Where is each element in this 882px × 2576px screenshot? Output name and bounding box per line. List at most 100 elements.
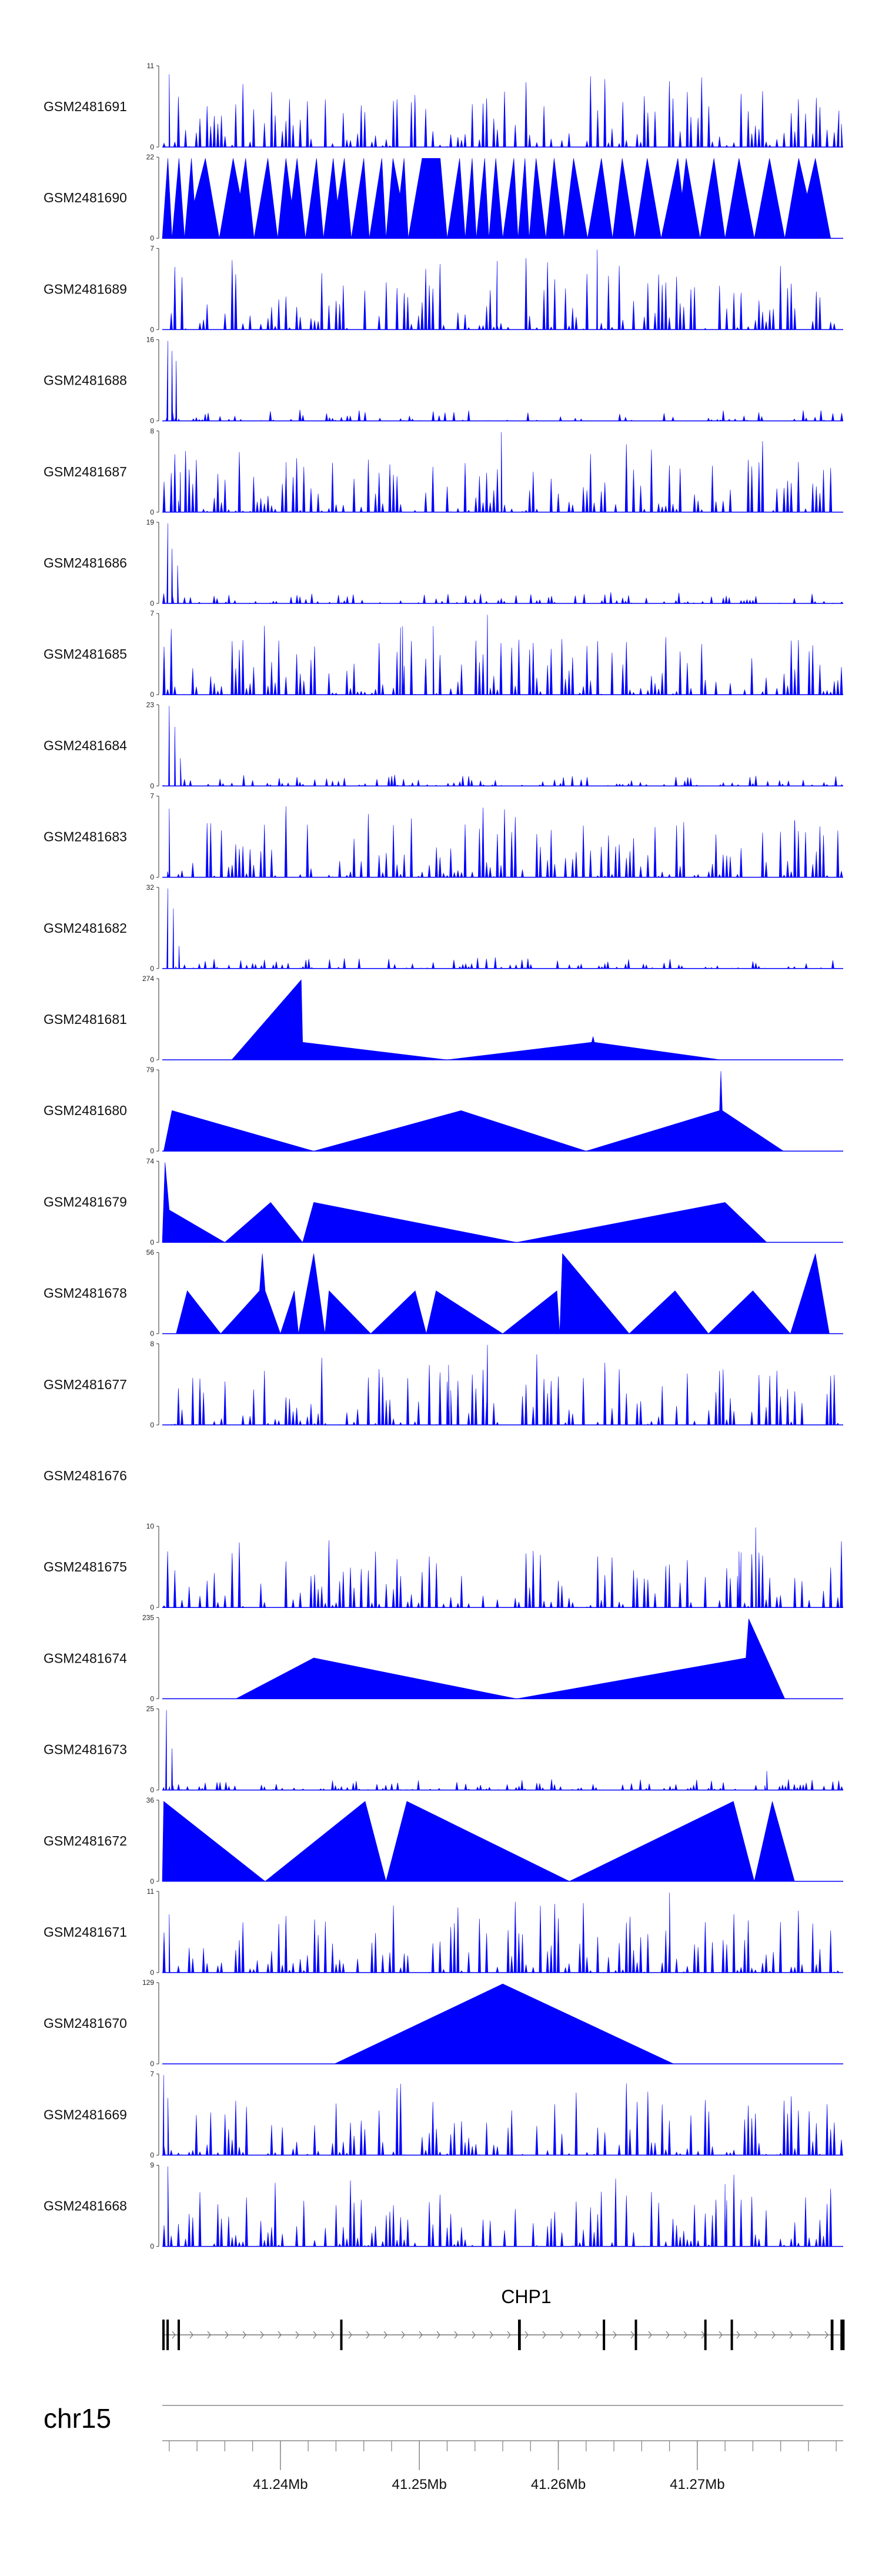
track-label: GSM2481674 [44,1650,127,1666]
strand-arrow [824,2331,828,2339]
gene-exon [162,2320,165,2350]
track-GSM2481675: GSM2481675 10 0 [44,1522,843,1611]
y-axis-zero-label: 0 [150,1238,154,1246]
track-GSM2481689: GSM2481689 7 0 [44,244,843,333]
track-GSM2481678: GSM2481678 56 0 [44,1249,843,1338]
coverage-area [162,2166,843,2247]
track-label: GSM2481691 [44,99,127,114]
coverage-area [162,806,843,877]
track-label: GSM2481676 [44,1468,127,1483]
strand-arrow [454,2331,458,2339]
strand-arrow [754,2331,758,2339]
chromosome-label: chr15 [44,2403,111,2434]
track-GSM2481677: GSM2481677 8 0 [44,1340,843,1429]
strand-arrow [666,2331,670,2339]
gene-name-label: CHP1 [501,2286,551,2307]
gene-exon [340,2320,343,2350]
track-label: GSM2481678 [44,1286,127,1301]
gene-exon [840,2320,845,2350]
strand-arrow [489,2331,493,2339]
track-GSM2481676: GSM2481676 [44,1468,127,1483]
y-axis-zero-label: 0 [150,1968,154,1977]
y-axis-zero-label: 0 [150,1330,154,1338]
coverage-area [231,979,721,1060]
track-GSM2481686: GSM2481686 19 0 [44,518,843,608]
track-label: GSM2481670 [44,2016,127,2031]
y-axis-max-label: 11 [147,1887,155,1896]
strand-arrow [383,2331,387,2339]
track-label: GSM2481669 [44,2107,127,2122]
track-label: GSM2481671 [44,1924,127,1940]
axis-tick-label: 41.24Mb [253,2477,308,2492]
track-GSM2481690: GSM2481690 22 0 [44,153,843,242]
strand-arrow [278,2331,282,2339]
coverage-area [162,1710,843,1790]
strand-arrow [577,2331,582,2339]
strand-arrow [419,2331,423,2339]
track-label: GSM2481689 [44,281,127,296]
coverage-area [161,2075,843,2155]
strand-arrow [189,2331,193,2339]
track-GSM2481670: GSM2481670 129 0 [44,1978,843,2068]
track-GSM2481688: GSM2481688 16 0 [44,336,843,425]
coverage-tracks: GSM2481691110GSM2481690220GSM248168970GS… [44,62,843,2251]
strand-arrow [648,2331,652,2339]
y-axis-zero-label: 0 [150,234,154,242]
y-axis-zero-label: 0 [150,1056,154,1064]
gene-exon [166,2320,169,2350]
y-axis-zero-label: 0 [150,599,154,608]
track-GSM2481668: GSM2481668 9 0 [44,2161,843,2251]
track-label: GSM2481680 [44,1103,127,1118]
gene-exon [517,2320,521,2350]
track-GSM2481684: GSM2481684 23 0 [44,700,843,790]
track-GSM2481672: GSM2481672 36 0 [44,1796,843,1886]
y-axis-max-label: 25 [146,1705,155,1713]
strand-arrow [595,2331,599,2339]
y-axis-zero-label: 0 [150,1877,154,1886]
track-GSM2481683: GSM2481683 7 0 [44,792,843,882]
coverage-area [162,1892,843,1973]
axis-tick-label: 41.25Mb [392,2477,447,2492]
y-axis-zero-label: 0 [150,1421,154,1429]
track-GSM2481687: GSM2481687 8 0 [44,427,843,516]
y-axis-max-label: 235 [142,1613,154,1621]
coverage-area [162,341,843,421]
y-axis-max-label: 9 [150,2161,154,2170]
track-GSM2481682: GSM2481682 32 0 [44,883,843,973]
y-axis-zero-label: 0 [150,417,154,425]
track-GSM2481669: GSM2481669 7 0 [44,2070,843,2159]
gene-exon [704,2320,707,2350]
track-label: GSM2481690 [44,190,127,205]
y-axis-zero-label: 0 [150,2060,154,2068]
y-axis-zero-label: 0 [150,690,154,699]
strand-arrow [524,2331,529,2339]
y-axis-max-label: 32 [146,883,155,892]
coverage-area [162,1162,767,1243]
strand-arrow [807,2331,811,2339]
track-label: GSM2481684 [44,738,127,753]
track-GSM2481673: GSM2481673 25 0 [44,1705,843,1794]
track-label: GSM2481682 [44,920,127,936]
strand-arrow [472,2331,476,2339]
y-axis-max-label: 19 [146,518,155,526]
coverage-area [236,1619,786,1699]
track-label: GSM2481688 [44,373,127,388]
y-axis-max-label: 23 [146,700,155,709]
track-GSM2481679: GSM2481679 74 0 [44,1157,843,1246]
track-GSM2481691: GSM2481691 11 0 [44,62,843,151]
coverage-area [163,1071,784,1152]
track-GSM2481685: GSM2481685 7 0 [44,609,843,699]
strand-arrow [436,2331,440,2339]
track-GSM2481681: GSM2481681 274 0 [44,975,843,1064]
strand-arrow [366,2331,370,2339]
strand-arrow [242,2331,246,2339]
y-axis-max-label: 16 [146,336,155,344]
y-axis-max-label: 79 [146,1066,155,1074]
coverage-area [162,888,843,969]
y-axis-max-label: 56 [146,1249,155,1257]
y-axis-max-label: 8 [150,427,154,435]
y-axis-zero-label: 0 [150,2151,154,2159]
coverage-area [162,1344,843,1426]
strand-arrow [560,2331,564,2339]
coverage-area [176,1253,830,1334]
